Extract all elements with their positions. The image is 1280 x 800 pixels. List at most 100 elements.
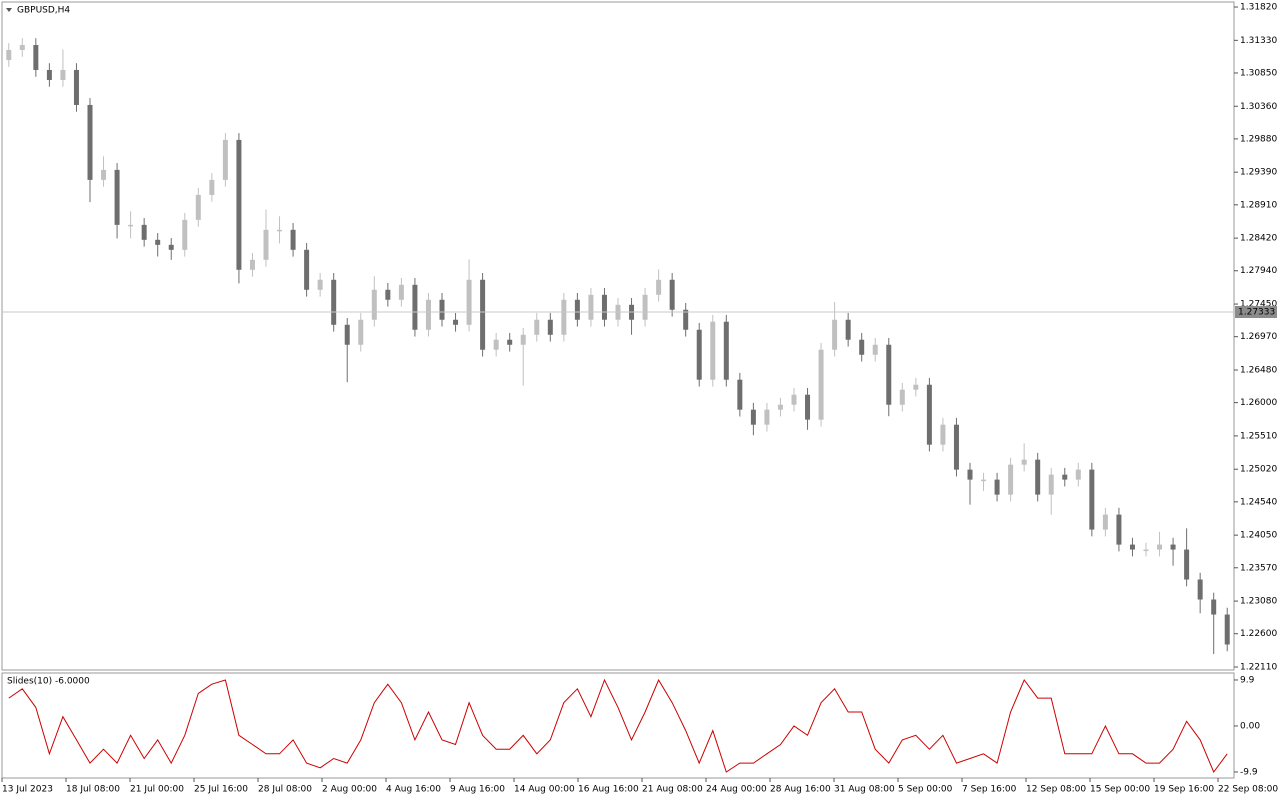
candle-body (304, 249, 310, 290)
candle-body (1197, 579, 1203, 600)
candle-body (859, 339, 865, 355)
y-tick-label: 1.29390 (1240, 168, 1277, 178)
candle-body (1184, 549, 1190, 580)
x-tick-label: 13 Jul 2023 (2, 785, 53, 795)
y-tick-label: 1.24050 (1240, 531, 1277, 541)
candle-body (249, 259, 255, 270)
y-tick-label: 1.31820 (1240, 3, 1277, 13)
candle-body (263, 229, 269, 260)
candle-body (791, 394, 797, 405)
y-tick-label: 1.27450 (1240, 300, 1277, 310)
candle-body (1224, 614, 1230, 645)
price-tag (1235, 306, 1277, 319)
candle-body (994, 479, 1000, 495)
candle-body (696, 329, 702, 380)
candle-body (155, 239, 161, 245)
candle-body (480, 279, 486, 350)
candle-body (114, 169, 120, 225)
candle-body (1021, 459, 1027, 465)
candle-body (642, 294, 648, 320)
menu-arrow[interactable] (6, 8, 12, 12)
y-tick-label: 1.30850 (1240, 68, 1277, 78)
y-tick-label: 1.24540 (1240, 497, 1277, 507)
candle-body (574, 299, 580, 320)
candle-body (683, 309, 689, 330)
candle-body (981, 479, 987, 482)
candle-body (710, 321, 716, 380)
x-tick-label: 7 Sep 16:00 (962, 785, 1017, 795)
candle-body (1062, 474, 1068, 480)
candle-body (141, 224, 147, 240)
x-tick-label: 28 Aug 16:00 (770, 785, 831, 795)
y-tick-label: 1.28910 (1240, 200, 1277, 210)
candle-body (534, 319, 540, 335)
candle-body (222, 139, 228, 180)
candle-body (331, 279, 337, 325)
x-tick-label: 21 Jul 00:00 (130, 785, 184, 795)
candle-body (507, 339, 513, 345)
candle-body (1116, 514, 1122, 545)
candle-body (385, 289, 391, 300)
candle-body (195, 194, 201, 220)
candle-body (466, 279, 472, 325)
x-tick-label: 12 Sep 08:00 (1026, 785, 1086, 795)
candle-body (398, 284, 404, 300)
candle-body (453, 319, 459, 325)
candle-body (1089, 469, 1095, 530)
candle-body (805, 394, 811, 420)
y-tick-label: 1.22110 (1240, 663, 1277, 673)
candle-body (236, 139, 242, 270)
candle-body (899, 389, 905, 405)
chart-title: GBPUSD,H4 (17, 6, 70, 16)
candle-body (750, 409, 756, 425)
candle-body (777, 404, 783, 410)
y-tick-label: 0.00 (1240, 721, 1260, 731)
candle-body (520, 334, 526, 345)
candle-body (19, 45, 25, 50)
x-tick-label: 24 Aug 00:00 (706, 785, 767, 795)
candle-body (412, 284, 418, 330)
candle-body (1157, 544, 1163, 550)
price-tag-label: 1.27333 (1238, 308, 1275, 318)
candle-body (493, 339, 499, 350)
x-tick-label: 22 Sep 08:00 (1218, 785, 1278, 795)
x-tick-label: 28 Jul 08:00 (258, 785, 312, 795)
candle-body (6, 49, 12, 61)
candle-body (439, 299, 445, 320)
x-tick-label: 31 Aug 08:00 (834, 785, 895, 795)
candle-body (926, 384, 932, 445)
y-tick-label: 1.27940 (1240, 266, 1277, 276)
candle-body (913, 384, 919, 390)
candle-body (561, 299, 567, 335)
candle-body (1035, 459, 1041, 495)
y-tick-label: 1.29880 (1240, 134, 1277, 144)
candle-body (371, 289, 377, 320)
candle-body (358, 319, 364, 345)
candle-body (128, 224, 134, 227)
candle-body (1143, 549, 1149, 552)
y-tick-label: 1.26970 (1240, 332, 1277, 342)
indicator-line (8, 678, 1228, 774)
candle-body (60, 69, 66, 80)
candle-body (547, 319, 553, 335)
candle-body (277, 229, 283, 232)
candle-body (601, 294, 607, 320)
candle-body (46, 69, 52, 80)
candle-body (1170, 544, 1176, 550)
candle-body (845, 319, 851, 340)
y-tick-label: -9.9 (1240, 767, 1258, 777)
main-frame (1, 1, 1235, 671)
candle-body (940, 424, 946, 445)
candle-body (182, 219, 188, 250)
candle-body (1129, 544, 1135, 550)
candle-body (669, 279, 675, 310)
candle-body (832, 319, 838, 350)
candle-body (737, 379, 743, 410)
candle-body (1075, 469, 1081, 480)
indicator-title: Slides(10) -6.0000 (7, 677, 90, 687)
candle-body (764, 409, 770, 425)
candle-body (818, 349, 824, 420)
candle-body (1008, 464, 1014, 495)
y-tick-label: 9.9 (1240, 675, 1255, 685)
